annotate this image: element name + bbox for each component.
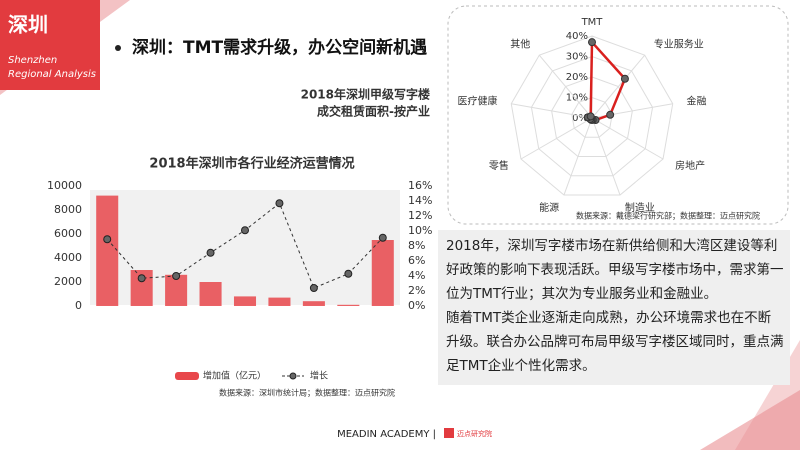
- legend-swatch: [175, 372, 199, 380]
- grid-ring: [551, 76, 633, 158]
- radar-point: [620, 74, 629, 83]
- category-label: 专业服务业: [654, 37, 704, 50]
- r-tick-label: 10%: [566, 93, 588, 104]
- category-label: 制造业: [625, 201, 655, 214]
- bar: [96, 195, 119, 306]
- grid-ring: [530, 55, 654, 177]
- y2-tick-label: 2%: [408, 284, 425, 297]
- y-tick-label: 4000: [54, 251, 82, 264]
- y-tick-label: 2000: [54, 275, 82, 288]
- radar-point: [606, 110, 615, 119]
- category-label: 零售: [489, 159, 509, 172]
- legend-label: 增加值（亿元）: [203, 370, 266, 382]
- growth-point: [344, 269, 353, 278]
- chart-source: 数据来源：戴德梁行研究部；数据整理：迈点研究院: [576, 211, 760, 221]
- category-label: 房地产: [675, 159, 705, 172]
- r-tick-label: 40%: [566, 31, 588, 42]
- y-tick-label: 8000: [54, 203, 82, 216]
- chart-title: 2018年深圳市各行业经济运营情况: [149, 156, 354, 172]
- r-tick-label: 20%: [566, 72, 588, 83]
- bullet: [115, 45, 121, 51]
- growth-point: [275, 199, 284, 208]
- r-tick-label: 30%: [566, 52, 588, 63]
- y2-tick-label: 10%: [408, 224, 432, 237]
- growth-point: [241, 226, 249, 235]
- radar-caption: 成交租赁面积-按产业: [317, 104, 430, 119]
- growth-point: [137, 274, 146, 283]
- spoke: [563, 117, 593, 196]
- category-label: TMT: [581, 17, 604, 28]
- category-label: 其他: [510, 37, 530, 50]
- bar: [199, 282, 222, 306]
- logo-icon: [444, 428, 454, 438]
- page-title: 深圳：TMT需求升级，办公空间新机遇: [132, 37, 427, 58]
- radar-frame: [447, 5, 789, 225]
- text-panel-body: 2018年，深圳写字楼市场在新供给侧和大湾区建设等利好政策的影响下表现活跃。甲级…: [446, 234, 784, 378]
- bar: [302, 301, 325, 306]
- growth-point: [206, 248, 215, 257]
- footer-brand: MEADIN ACADEMY |: [337, 429, 436, 440]
- spoke: [511, 103, 593, 119]
- radar-area: [585, 38, 627, 122]
- category-label: 能源: [539, 201, 559, 214]
- y2-tick-label: 16%: [408, 179, 432, 192]
- bar: [371, 240, 394, 306]
- paragraph: 2018年，深圳写字楼市场在新供给侧和大湾区建设等利好政策的影响下表现活跃。甲级…: [446, 238, 784, 302]
- grid-ring: [571, 96, 613, 138]
- y2-tick-label: 6%: [408, 254, 425, 267]
- bar: [268, 297, 291, 306]
- bar: [130, 270, 153, 306]
- growth-point: [103, 235, 112, 244]
- y2-tick-label: 4%: [408, 269, 425, 282]
- growth-point: [309, 284, 318, 292]
- city-badge: [0, 0, 100, 90]
- paragraph: 随着TMT类企业逐渐走向成熟，办公环境需求也在不断升级。联合办公品牌可布局甲级写…: [446, 310, 784, 374]
- chart-source: 数据来源：深圳市统计局；数据整理：迈点研究院: [219, 388, 395, 398]
- y2-tick-label: 14%: [408, 194, 432, 207]
- footer-logo: 迈点研究院: [457, 429, 492, 438]
- spoke: [591, 117, 621, 196]
- y2-tick-label: 12%: [408, 209, 432, 222]
- growth-point: [378, 233, 387, 242]
- category-label: 金融: [687, 94, 707, 107]
- corner-decor: [700, 390, 800, 450]
- text-panel: [438, 230, 790, 385]
- y2-tick-label: 0%: [408, 299, 425, 312]
- y2-tick-label: 8%: [408, 239, 425, 252]
- spoke: [538, 54, 593, 119]
- spoke: [520, 117, 593, 160]
- growth-point: [172, 272, 181, 280]
- radar-caption: 2018年深圳甲级写字楼: [301, 87, 430, 102]
- r-tick-label: 0%: [572, 113, 588, 124]
- city-name: 深圳: [8, 13, 48, 37]
- radar-point: [588, 38, 596, 47]
- y-tick-label: 0: [75, 299, 82, 312]
- category-label: 医疗健康: [457, 94, 497, 107]
- spoke: [591, 117, 664, 160]
- bar: [165, 274, 188, 306]
- legend-label: 增长: [310, 370, 328, 382]
- y-tick-label: 10000: [47, 179, 82, 192]
- city-subtitle: Shenzhen: [8, 55, 57, 66]
- spoke: [591, 54, 646, 119]
- radar-point: [586, 112, 595, 121]
- bar: [233, 296, 257, 306]
- legend-marker: [289, 372, 297, 380]
- y-tick-label: 6000: [54, 227, 82, 240]
- city-subtitle: Regional Analysis: [8, 69, 96, 80]
- bar: [337, 304, 360, 306]
- grid-ring: [510, 35, 674, 196]
